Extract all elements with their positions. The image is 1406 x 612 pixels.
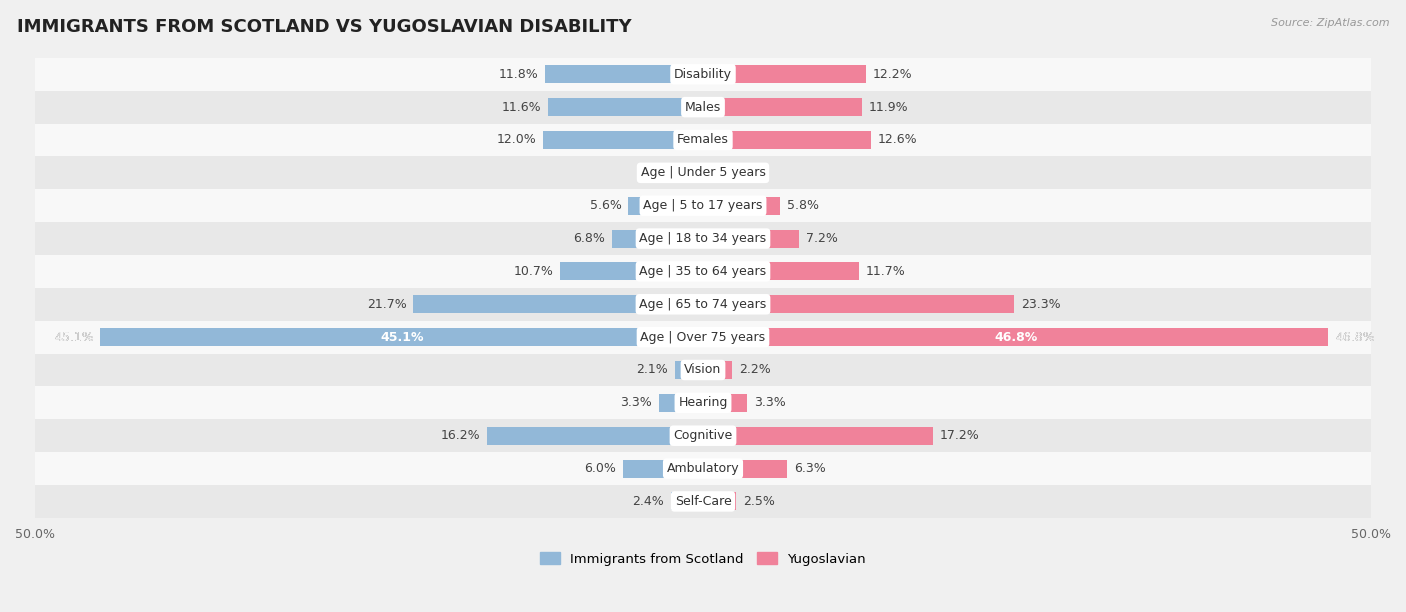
Bar bbox=[703, 230, 799, 248]
Text: 45.1%: 45.1% bbox=[53, 330, 94, 343]
Text: Hearing: Hearing bbox=[678, 397, 728, 409]
Text: Self-Care: Self-Care bbox=[675, 495, 731, 508]
Text: Age | 18 to 34 years: Age | 18 to 34 years bbox=[640, 232, 766, 245]
Bar bbox=[548, 98, 703, 116]
Text: 45.1%: 45.1% bbox=[53, 330, 94, 343]
Bar bbox=[628, 196, 703, 215]
Bar bbox=[35, 157, 1371, 189]
Bar bbox=[703, 164, 721, 182]
Text: 12.0%: 12.0% bbox=[496, 133, 536, 146]
Text: 21.7%: 21.7% bbox=[367, 298, 406, 311]
Bar bbox=[703, 131, 872, 149]
Text: 6.0%: 6.0% bbox=[585, 462, 616, 475]
Text: 17.2%: 17.2% bbox=[939, 429, 979, 442]
Text: Ambulatory: Ambulatory bbox=[666, 462, 740, 475]
Bar bbox=[659, 394, 703, 412]
Text: 1.4%: 1.4% bbox=[728, 166, 761, 179]
Bar bbox=[703, 196, 780, 215]
Text: 45.1%: 45.1% bbox=[380, 330, 423, 343]
Bar bbox=[413, 295, 703, 313]
Bar bbox=[703, 98, 862, 116]
Text: IMMIGRANTS FROM SCOTLAND VS YUGOSLAVIAN DISABILITY: IMMIGRANTS FROM SCOTLAND VS YUGOSLAVIAN … bbox=[17, 18, 631, 36]
Text: Age | 65 to 74 years: Age | 65 to 74 years bbox=[640, 298, 766, 311]
Text: 11.7%: 11.7% bbox=[866, 265, 905, 278]
Text: 2.5%: 2.5% bbox=[744, 495, 775, 508]
Bar bbox=[486, 427, 703, 445]
Text: 16.2%: 16.2% bbox=[440, 429, 479, 442]
Text: Vision: Vision bbox=[685, 364, 721, 376]
Bar bbox=[35, 91, 1371, 124]
Text: Age | Over 75 years: Age | Over 75 years bbox=[641, 330, 765, 343]
Text: Cognitive: Cognitive bbox=[673, 429, 733, 442]
Text: Disability: Disability bbox=[673, 68, 733, 81]
Bar bbox=[35, 485, 1371, 518]
Text: 46.8%: 46.8% bbox=[1334, 330, 1375, 343]
Text: 2.1%: 2.1% bbox=[637, 364, 668, 376]
Bar bbox=[35, 354, 1371, 386]
Bar bbox=[35, 419, 1371, 452]
Text: 11.6%: 11.6% bbox=[502, 100, 541, 114]
Bar bbox=[35, 288, 1371, 321]
Text: 11.9%: 11.9% bbox=[869, 100, 908, 114]
Bar bbox=[703, 263, 859, 280]
Bar bbox=[35, 222, 1371, 255]
Text: 2.2%: 2.2% bbox=[740, 364, 770, 376]
Text: 12.6%: 12.6% bbox=[877, 133, 918, 146]
Text: 3.3%: 3.3% bbox=[620, 397, 652, 409]
Bar bbox=[671, 493, 703, 510]
Text: 12.2%: 12.2% bbox=[873, 68, 912, 81]
Text: 5.6%: 5.6% bbox=[589, 199, 621, 212]
Text: Females: Females bbox=[678, 133, 728, 146]
Bar bbox=[703, 493, 737, 510]
Bar bbox=[685, 164, 703, 182]
Bar bbox=[35, 189, 1371, 222]
Bar bbox=[35, 255, 1371, 288]
Bar bbox=[543, 131, 703, 149]
Text: 2.4%: 2.4% bbox=[633, 495, 664, 508]
Bar bbox=[35, 58, 1371, 91]
Bar bbox=[35, 452, 1371, 485]
Text: Age | 5 to 17 years: Age | 5 to 17 years bbox=[644, 199, 762, 212]
Bar bbox=[35, 124, 1371, 157]
Text: 46.8%: 46.8% bbox=[994, 330, 1038, 343]
Bar bbox=[703, 427, 932, 445]
Bar bbox=[703, 361, 733, 379]
Text: 10.7%: 10.7% bbox=[513, 265, 554, 278]
Bar bbox=[703, 65, 866, 83]
Text: 46.8%: 46.8% bbox=[1334, 330, 1375, 343]
Text: Source: ZipAtlas.com: Source: ZipAtlas.com bbox=[1271, 18, 1389, 28]
Bar bbox=[546, 65, 703, 83]
Text: 23.3%: 23.3% bbox=[1021, 298, 1060, 311]
Bar bbox=[100, 328, 703, 346]
Bar bbox=[35, 386, 1371, 419]
Bar bbox=[703, 328, 1329, 346]
Bar bbox=[703, 460, 787, 477]
Bar bbox=[703, 295, 1014, 313]
Text: Males: Males bbox=[685, 100, 721, 114]
Bar bbox=[35, 321, 1371, 354]
Bar bbox=[703, 394, 747, 412]
Bar bbox=[675, 361, 703, 379]
Bar bbox=[560, 263, 703, 280]
Text: 11.8%: 11.8% bbox=[499, 68, 538, 81]
Text: Age | 35 to 64 years: Age | 35 to 64 years bbox=[640, 265, 766, 278]
Text: 1.4%: 1.4% bbox=[645, 166, 678, 179]
Text: 7.2%: 7.2% bbox=[806, 232, 838, 245]
Text: 5.8%: 5.8% bbox=[787, 199, 820, 212]
Legend: Immigrants from Scotland, Yugoslavian: Immigrants from Scotland, Yugoslavian bbox=[534, 547, 872, 571]
Text: 6.3%: 6.3% bbox=[794, 462, 825, 475]
Bar bbox=[612, 230, 703, 248]
Bar bbox=[623, 460, 703, 477]
Text: 3.3%: 3.3% bbox=[754, 397, 786, 409]
Text: 6.8%: 6.8% bbox=[574, 232, 606, 245]
Text: Age | Under 5 years: Age | Under 5 years bbox=[641, 166, 765, 179]
